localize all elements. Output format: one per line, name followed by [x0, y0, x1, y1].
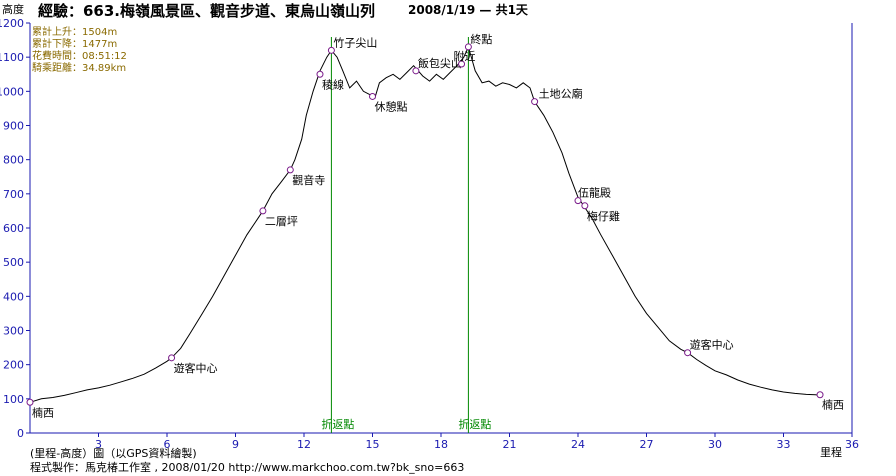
footer-credit: 程式製作：馬克椿工作室 , 2008/01/20 http://www.mark… — [30, 460, 464, 474]
waypoint-label: 遊客中心 — [174, 361, 218, 375]
series-layer — [29, 45, 821, 403]
waypoint-marker — [458, 60, 466, 68]
waypoint-label: 土地公廟 — [539, 87, 583, 101]
waypoint-label: 終點 — [470, 32, 492, 46]
x-tick-label: 15 — [366, 438, 380, 451]
y-tick-label: 0 — [17, 427, 24, 440]
y-tick-label: 800 — [3, 154, 24, 167]
y-axis-label: 高度 — [2, 2, 24, 16]
waypoint-label: 二層坪 — [265, 215, 298, 228]
x-tick-label: 9 — [232, 438, 239, 451]
waypoint-marker — [464, 43, 472, 51]
x-tick-label: 3 — [95, 438, 102, 451]
y-tick-label: 400 — [3, 290, 24, 303]
waypoint-marker — [26, 398, 34, 406]
stat-descent: 累計下降：1477m — [32, 37, 117, 50]
turnaround-lines: 折返點 折返點 — [321, 37, 491, 433]
waypoint-marker — [574, 197, 582, 205]
chart-date: 2008/1/19 — 共1天 — [408, 2, 529, 17]
series-line — [29, 45, 821, 403]
y-tick-label: 1200 — [0, 17, 24, 30]
waypoint-marker — [316, 70, 324, 78]
waypoint-label: 遊客中心 — [690, 338, 734, 352]
turnaround-label: 折返點 — [321, 417, 354, 431]
y-tick-label: 700 — [3, 188, 24, 201]
waypoint-marker — [816, 391, 824, 399]
waypoint-marker — [531, 98, 539, 106]
y-tick-label: 1100 — [0, 51, 24, 64]
x-ticks: 3 6 9 12 15 18 21 24 27 30 33 36 — [95, 433, 859, 451]
x-tick-label: 30 — [708, 438, 722, 451]
x-tick-label: 12 — [297, 438, 311, 451]
waypoint-marker — [581, 202, 589, 210]
stats-box: 累計上升：1504m 累計下降：1477m 花費時間：08:51:12 騎乘距離… — [32, 25, 127, 74]
y-tick-label: 1000 — [0, 85, 24, 98]
waypoint-label: 竹子尖山 — [333, 35, 377, 49]
waypoint-label: 附近 — [454, 49, 476, 63]
y-tick-label: 600 — [3, 222, 24, 235]
waypoint-marker — [327, 46, 335, 54]
waypoint-label: 飯包尖山 — [418, 56, 462, 70]
waypoint-label: 楠西 — [32, 405, 54, 419]
x-tick-label: 27 — [640, 438, 654, 451]
y-tick-label: 500 — [3, 256, 24, 269]
footer-legend: (里程-高度）圖（以GPS資料繪製) — [30, 446, 197, 460]
y-tick-label: 300 — [3, 325, 24, 338]
x-tick-label: 21 — [503, 438, 517, 451]
y-tick-label: 100 — [3, 393, 24, 406]
waypoint-label: 楠西 — [822, 398, 844, 412]
waypoint-label: 伍龍殿 — [578, 186, 611, 200]
chart-title: 經驗：663.梅嶺風景區、觀音步道、東烏山嶺山列 — [38, 2, 375, 20]
stat-distance: 騎乘距離：34.89km — [32, 61, 126, 74]
waypoint-marker — [286, 166, 294, 174]
y-tick-label: 200 — [3, 359, 24, 372]
waypoint-marker — [412, 67, 420, 75]
stat-ascent: 累計上升：1504m — [32, 25, 117, 38]
x-tick-label: 36 — [845, 438, 859, 451]
x-tick-label: 33 — [777, 438, 791, 451]
turnaround-label: 折返點 — [458, 417, 491, 431]
x-tick-label: 6 — [164, 438, 171, 451]
waypoint-label: 梅仔雞 — [587, 209, 620, 223]
waypoint-marker — [168, 354, 176, 362]
x-tick-label: 18 — [434, 438, 448, 451]
waypoint-marker — [369, 92, 376, 100]
y-tick-label: 900 — [3, 120, 24, 133]
waypoint-marker — [684, 349, 692, 357]
stat-time: 花費時間：08:51:12 — [32, 49, 127, 62]
waypoint-marker — [259, 207, 267, 215]
x-axis-label: 里程 — [820, 446, 842, 459]
waypoint-label: 稜線 — [322, 77, 344, 91]
y-ticks: 0 100 200 300 400 500 600 700 800 900 1000 1100 1200 — [0, 17, 30, 440]
x-tick-label: 24 — [571, 438, 585, 451]
waypoint-label: 休憩點 — [375, 99, 408, 113]
waypoint-label: 觀音寺 — [292, 173, 325, 187]
